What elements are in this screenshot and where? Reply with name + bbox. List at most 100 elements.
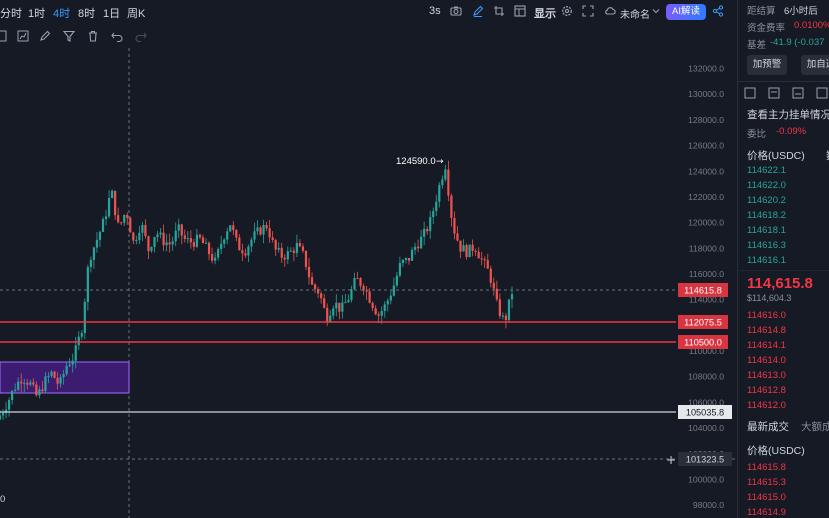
candle-body bbox=[374, 308, 377, 315]
plus-icon[interactable]: + bbox=[666, 453, 676, 467]
bid-row[interactable]: 114616.0 bbox=[747, 310, 786, 321]
bid-row[interactable]: 114612.8 bbox=[747, 385, 786, 396]
ask-row[interactable]: 114616.3 bbox=[747, 240, 786, 251]
candlestick-chart[interactable]: 132000.0 130000.0 128000.0 126000.0 124000.0… bbox=[0, 48, 735, 518]
draw-tool-icon[interactable] bbox=[38, 29, 52, 43]
candle-body bbox=[380, 311, 383, 316]
timeframe-1d[interactable]: 1日 bbox=[103, 8, 121, 20]
bid-row[interactable]: 114612.0 bbox=[747, 400, 786, 411]
candle-body bbox=[250, 239, 253, 247]
timeframe-1w[interactable]: 周K bbox=[127, 8, 146, 20]
candle-body bbox=[286, 251, 289, 260]
candle-body bbox=[501, 315, 505, 317]
candle-body bbox=[407, 258, 411, 261]
book-depth-icon[interactable] bbox=[816, 87, 828, 102]
candle-body bbox=[147, 236, 150, 252]
svg-text:110500.0: 110500.0 bbox=[684, 338, 722, 348]
add-watchlist-button[interactable]: 加自选 bbox=[801, 55, 829, 75]
ask-row[interactable]: 114618.1 bbox=[747, 225, 786, 236]
candle-body bbox=[4, 409, 8, 413]
candle-body bbox=[171, 241, 174, 245]
filter-icon[interactable] bbox=[62, 29, 76, 43]
ask-row[interactable]: 114616.1 bbox=[747, 255, 786, 266]
trash-icon[interactable] bbox=[86, 29, 100, 43]
candle-body bbox=[344, 302, 347, 304]
bid-row[interactable]: 114614.1 bbox=[747, 340, 786, 351]
undo-icon[interactable] bbox=[110, 29, 124, 43]
fullscreen-icon[interactable] bbox=[581, 4, 595, 18]
ai-analysis-button[interactable]: AI解读 bbox=[666, 4, 706, 20]
candle-body bbox=[447, 169, 450, 196]
chart-type-icon[interactable] bbox=[16, 29, 30, 43]
timeframe-4h[interactable]: 4时 bbox=[53, 8, 71, 20]
display-menu[interactable]: 显示 bbox=[534, 8, 556, 20]
last-price: 114,615.8 bbox=[747, 275, 813, 292]
candle-body bbox=[150, 246, 153, 252]
candle-body bbox=[244, 253, 247, 256]
trade-row: 114615.8 bbox=[747, 462, 786, 473]
layout-name[interactable]: 未命名 bbox=[620, 10, 650, 21]
ask-row[interactable]: 114622.1 bbox=[747, 165, 786, 176]
share-icon[interactable] bbox=[711, 4, 725, 18]
candle-body bbox=[104, 216, 108, 220]
candle-body bbox=[17, 381, 20, 390]
add-alert-button[interactable]: 加预警 bbox=[747, 55, 787, 75]
candle-body bbox=[38, 389, 41, 396]
candle-body bbox=[353, 278, 356, 290]
candle-body bbox=[80, 333, 83, 337]
book-bids-icon[interactable] bbox=[768, 87, 780, 102]
bid-row[interactable]: 114614.8 bbox=[747, 325, 786, 336]
order-panel: 距结算 6小时后 资金费率 0.0100% 基差 -41.9 (-0.037 加… bbox=[737, 0, 829, 518]
indicator-icon[interactable] bbox=[0, 29, 8, 43]
redo-icon[interactable] bbox=[134, 29, 148, 43]
ask-row[interactable]: 114622.0 bbox=[747, 180, 786, 191]
tag-current-price: 114615.8 bbox=[678, 283, 728, 297]
divider bbox=[738, 270, 829, 271]
timeframe-1h[interactable]: 1时 bbox=[28, 8, 46, 20]
refresh-interval[interactable]: 3s bbox=[429, 5, 441, 17]
ask-row[interactable]: 114618.2 bbox=[747, 210, 786, 221]
gear-icon[interactable] bbox=[560, 4, 574, 18]
candle-body bbox=[53, 371, 56, 378]
candle-body bbox=[50, 371, 53, 376]
timeframe-realtime[interactable]: 分时 bbox=[0, 8, 22, 20]
book-qty-header: 数 bbox=[826, 148, 829, 163]
candle-body bbox=[126, 214, 129, 218]
price-axis-label: 132000.0 bbox=[688, 64, 724, 74]
price-axis-label: 124000.0 bbox=[688, 166, 724, 176]
book-asks-icon[interactable] bbox=[792, 87, 804, 102]
candle-body bbox=[310, 277, 314, 285]
candle-body bbox=[110, 190, 114, 198]
tag-crosshair-price: 101323.5 bbox=[678, 452, 732, 466]
bid-row[interactable]: 114613.0 bbox=[747, 370, 786, 381]
cloud-icon[interactable] bbox=[603, 4, 617, 18]
template-icon[interactable] bbox=[513, 4, 527, 18]
chart-canvas[interactable]: 132000.0 130000.0 128000.0 126000.0 124000.0… bbox=[0, 48, 735, 518]
book-title[interactable]: 查看主力挂单情况 bbox=[747, 109, 829, 121]
candle-body bbox=[356, 278, 359, 280]
price-axis-label: 100000.0 bbox=[688, 474, 724, 484]
camera-icon[interactable] bbox=[449, 4, 463, 18]
ask-row[interactable]: 114620.2 bbox=[747, 195, 786, 206]
chevron-down-icon[interactable] bbox=[649, 4, 663, 18]
candle-body bbox=[474, 250, 477, 252]
candle-body bbox=[317, 288, 320, 294]
candle-body bbox=[262, 225, 265, 235]
candle-body bbox=[456, 233, 459, 241]
timeframe-8h[interactable]: 8时 bbox=[78, 8, 96, 20]
candle-body bbox=[280, 247, 283, 258]
tab-large-trades[interactable]: 大额成 bbox=[801, 421, 829, 433]
tab-latest-trades[interactable]: 最新成交 bbox=[747, 421, 789, 433]
candle-body bbox=[74, 345, 77, 361]
bid-row[interactable]: 114614.0 bbox=[747, 355, 786, 366]
candle-body bbox=[292, 250, 295, 253]
highlight-box[interactable] bbox=[0, 361, 130, 394]
candle-body bbox=[141, 224, 144, 233]
price-axis-label: 130000.0 bbox=[688, 89, 724, 99]
drawing-toolbar bbox=[0, 26, 170, 46]
crop-icon[interactable] bbox=[492, 4, 506, 18]
book-both-icon[interactable] bbox=[744, 87, 756, 102]
candle-body bbox=[347, 299, 350, 303]
candle-body bbox=[510, 294, 514, 300]
pencil-icon[interactable] bbox=[471, 4, 485, 18]
